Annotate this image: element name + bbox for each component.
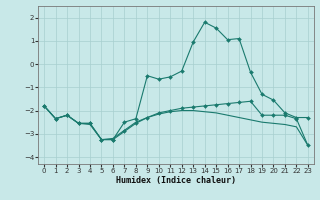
X-axis label: Humidex (Indice chaleur): Humidex (Indice chaleur) [116,176,236,185]
